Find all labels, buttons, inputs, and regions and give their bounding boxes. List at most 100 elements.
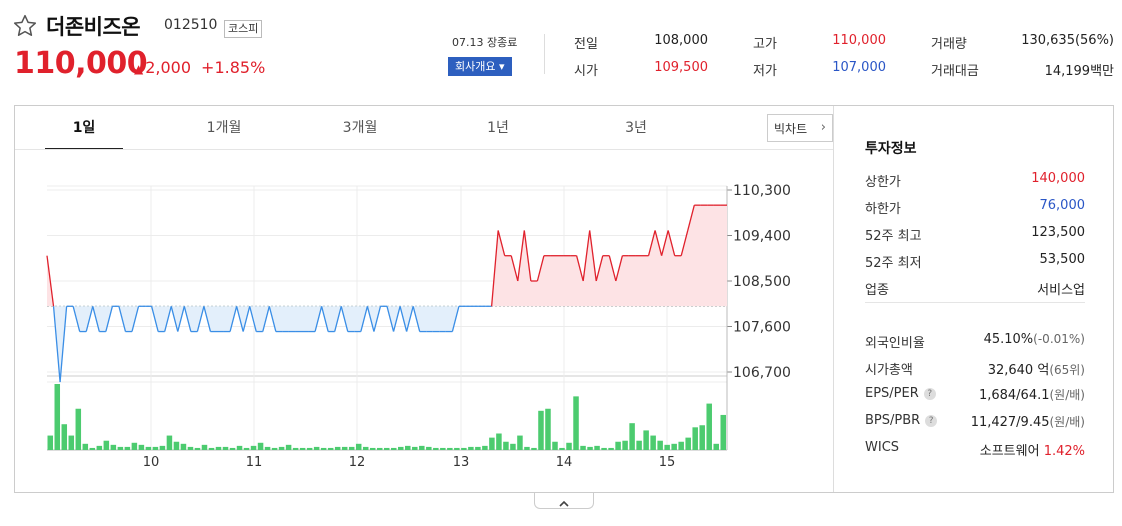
tab-1month[interactable]: 1개월 (206, 120, 242, 136)
volume-bar (285, 444, 292, 450)
help-icon[interactable]: ? (923, 388, 936, 400)
volume-bar (341, 446, 348, 450)
price-segment (320, 306, 329, 332)
quote-value-open: 109,500 (654, 60, 708, 75)
volume-bar (124, 446, 131, 450)
price-segment (399, 306, 408, 332)
big-chart-button[interactable]: 빅차트 › (767, 114, 833, 142)
eps-per-value: 1,684/64.1(원/배) (979, 386, 1085, 403)
foreign-ratio-change: (-0.01%) (1033, 332, 1085, 346)
volume-bar (61, 424, 68, 450)
volume-bar (54, 384, 61, 450)
y-tick-label: 110,300 (733, 183, 791, 199)
volume-bar (713, 443, 719, 450)
price-segment (517, 230, 525, 282)
volume-bar (559, 447, 565, 450)
price-segment (105, 306, 114, 332)
volume-bar (678, 441, 684, 450)
volume-bar (426, 446, 432, 450)
price-segment (170, 306, 179, 332)
change-rate: +1.85% (201, 58, 266, 77)
quote-label-low: 저가 (753, 64, 777, 79)
volume-bar (685, 437, 691, 450)
volume-bar (369, 447, 376, 450)
volume-bar (194, 447, 201, 450)
volume-bar (187, 446, 194, 450)
quote-value-prev: 108,000 (654, 33, 708, 48)
volume-bar (489, 437, 495, 450)
price-segment (510, 255, 519, 282)
volume-bar (313, 446, 320, 450)
market-cap-value: 32,640 억(65위) (988, 359, 1085, 378)
x-tick-label: 13 (453, 455, 470, 470)
price-segment (595, 255, 604, 282)
bps-pbr-text: BPS/PBR (865, 413, 921, 428)
volume-bar (166, 435, 173, 450)
tab-3month[interactable]: 3개월 (342, 120, 378, 136)
volume-bar (636, 440, 642, 450)
volume-bar (376, 447, 383, 450)
volume-bar (594, 445, 600, 450)
week52-low-value: 53,500 (1039, 252, 1086, 267)
volume-bar (608, 447, 614, 450)
help-icon[interactable]: ? (925, 415, 938, 427)
volume-bar (173, 441, 180, 450)
market-badge: 코스피 (224, 20, 263, 38)
volume-bar (601, 447, 607, 450)
x-tick-label: 12 (349, 455, 366, 470)
quote-value-amount: 14,199백만 (1044, 64, 1114, 79)
stock-code: 012510 (164, 17, 218, 33)
bps-pbr-number: 11,427/9.45 (970, 415, 1050, 430)
volume-bar (82, 443, 89, 450)
volume-bar (412, 446, 418, 450)
volume-bar (706, 403, 712, 450)
company-overview-button[interactable]: 회사개요 ▾ (448, 57, 512, 76)
volume-bar (68, 435, 75, 450)
price-segment (72, 306, 81, 332)
tab-1year[interactable]: 1년 (487, 120, 509, 136)
wics-sector[interactable]: 소프트웨어 (979, 444, 1040, 459)
price-segment (536, 255, 545, 282)
price-area-up (47, 205, 727, 307)
volume-bar (306, 447, 313, 450)
volume-bar (348, 446, 355, 450)
market-cap-label: 시가총액 (865, 363, 913, 378)
price-line (46, 204, 727, 383)
volume-bar (573, 396, 579, 450)
chart-panel: 1일 1개월 3개월 1년 3년 빅차트 › 110,300 109,400 108,… (14, 105, 1114, 493)
volume-bar (699, 425, 705, 450)
session-date: 07.13 장종료 (452, 36, 518, 49)
lower-limit-value: 76,000 (1039, 198, 1086, 213)
period-tabs: 1일 1개월 3개월 1년 3년 빅차트 › (45, 106, 835, 150)
wics-label: WICS (865, 440, 900, 455)
price-segment (314, 306, 323, 332)
bps-pbr-unit: (원/배) (1049, 415, 1086, 429)
volume-bar (650, 435, 656, 450)
volume-bar (229, 447, 236, 450)
big-chart-label: 빅차트 (774, 121, 808, 136)
tab-1day[interactable]: 1일 (45, 106, 123, 150)
y-tick-label: 108,500 (733, 274, 791, 290)
volume-bar (208, 447, 215, 450)
bps-pbr-label: BPS/PBR? (865, 413, 938, 428)
y-axis-labels: 110,300 109,400 108,500 107,600 106,700 (733, 183, 791, 381)
volume-bar (75, 408, 82, 450)
volume-bar (391, 447, 397, 450)
quote-label-high: 고가 (753, 37, 777, 52)
price-segment (229, 306, 238, 332)
quote-label-prev: 전일 (574, 37, 598, 52)
volume-bar (271, 447, 278, 450)
price-segment (340, 306, 349, 332)
volume-bar (615, 441, 621, 450)
price-segment (52, 306, 61, 383)
y-tick-label: 107,600 (733, 320, 791, 336)
tab-3year[interactable]: 3년 (625, 120, 647, 136)
header-divider (544, 34, 545, 74)
eps-per-unit: (원/배) (1049, 388, 1086, 402)
collapse-button[interactable] (534, 493, 594, 509)
quote-label-volume: 거래량 (931, 37, 967, 52)
price-segment (262, 306, 270, 332)
volume-bar (461, 447, 467, 450)
volume-bar (510, 443, 516, 450)
favorite-star-icon[interactable] (12, 13, 38, 39)
